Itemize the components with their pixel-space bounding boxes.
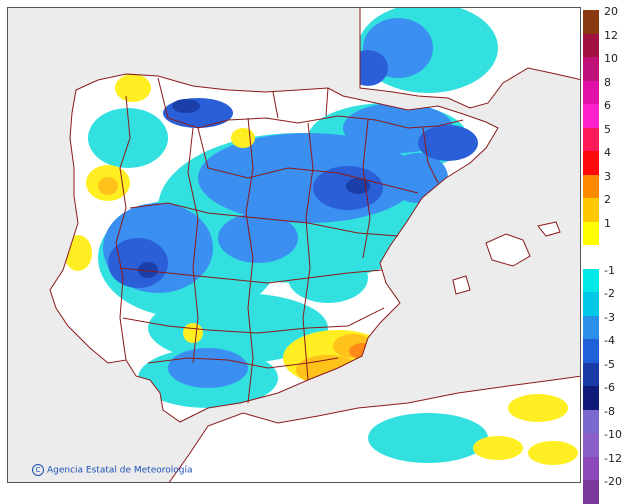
legend-label: -8 (604, 404, 615, 418)
legend-label: 10 (604, 52, 618, 65)
administrative-borders (49, 8, 580, 482)
legend-label: -5 (604, 357, 615, 371)
legend-swatch (583, 292, 599, 316)
anomaly-patches (64, 8, 578, 465)
legend-label: -3 (604, 310, 615, 324)
legend-swatch (583, 221, 599, 246)
legend-swatch (583, 433, 599, 457)
legend-label: 12 (604, 28, 618, 42)
mallorca-island (486, 234, 530, 266)
anomaly-map: C Agencia Estatal de Meteorología (7, 7, 581, 483)
legend-swatch (583, 245, 599, 269)
color-legend: 20 12 10 8 6 5 4 3 2 1 -1 -2 -3 -4 -5 -6 -8 -10 -12 -20 (583, 6, 629, 504)
legend-label: -6 (604, 381, 615, 394)
legend-label: 5 (604, 122, 611, 136)
legend-label: -4 (604, 334, 615, 347)
legend-swatch (583, 10, 599, 34)
legend-label: 4 (604, 146, 611, 159)
cold-anomaly-level-4 (138, 99, 370, 278)
legend-swatch (583, 151, 599, 175)
copyright-icon: C (32, 464, 44, 476)
legend-swatch (583, 339, 599, 363)
legend-swatch (583, 456, 599, 481)
legend-swatch (583, 80, 599, 105)
legend-swatch (583, 409, 599, 434)
legend-label: 2 (604, 193, 611, 206)
legend-swatch (583, 174, 599, 199)
legend-swatch (583, 33, 599, 58)
legend-label: 1 (604, 216, 611, 230)
legend-swatch (583, 57, 599, 81)
legend-label: 8 (604, 75, 611, 89)
legend-swatch (583, 386, 599, 410)
legend-swatch (583, 198, 599, 222)
legend-swatch (583, 315, 599, 340)
legend-label: 20 (604, 5, 618, 18)
legend-label: -12 (604, 451, 622, 465)
legend-swatch (583, 480, 599, 504)
legend-swatch (583, 362, 599, 387)
legend-swatch (583, 104, 599, 128)
legend-label: 3 (604, 169, 611, 183)
legend-label: 6 (604, 99, 611, 112)
legend-swatch (583, 268, 599, 293)
legend-label: -1 (604, 263, 615, 277)
agency-credit-text: Agencia Estatal de Meteorología (47, 465, 193, 476)
legend-label: -20 (604, 475, 622, 488)
agency-credit: C Agencia Estatal de Meteorología (32, 464, 193, 476)
ibiza-island (453, 276, 470, 294)
legend-label: -2 (604, 287, 615, 300)
legend-label: -10 (604, 428, 622, 441)
legend-swatch (583, 127, 599, 152)
map-canvas (8, 8, 580, 482)
